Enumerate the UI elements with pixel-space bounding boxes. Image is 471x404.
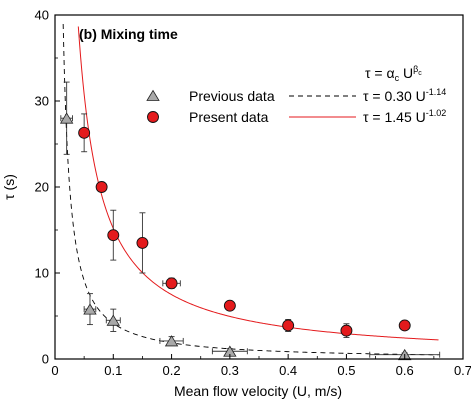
legend-fit-present-exponent: -1.02 [426,108,447,118]
general-formula-lhs: τ = [365,65,387,81]
legend-previous-label: Previous data [189,88,275,104]
previous-data-point [164,335,179,347]
general-formula-alpha-sub: c [395,73,400,83]
y-tick-label: 40 [35,8,49,23]
previous-data-point [83,303,97,315]
present-data-point [282,319,295,332]
x-tick-label: 0 [51,363,58,378]
legend: Previous data τ = 0.30 U-1.14 Present da… [146,87,446,125]
legend-fit-present-base: τ = 1.45 U [363,109,426,125]
fit-curves [62,23,439,356]
x-tick-label: 0.2 [163,363,181,378]
fit-curve-present [77,26,439,341]
panel-title: (b) Mixing time [79,26,178,42]
y-tick-label: 20 [35,180,49,195]
y-tick-label: 0 [42,352,49,367]
present-data-point [340,324,353,337]
axis-ticks: 0 0.1 0.2 0.3 0.4 0.5 0.6 0.7 0 10 20 30 40 [35,8,471,379]
previous-data-point [106,314,120,326]
legend-present-label: Present data [189,109,269,125]
y-axis-title: τ (s) [1,174,17,200]
x-tick-label: 0.3 [221,363,239,378]
legend-fit-present-label: τ = 1.45 U-1.02 [363,108,446,125]
present-data-point [78,126,91,139]
general-formula-alpha: α [387,65,395,81]
present-data-point [95,181,108,193]
legend-fit-previous-exponent: -1.14 [426,87,447,97]
legend-circle-marker [147,111,159,123]
legend-triangle-marker [146,89,160,101]
general-formula: τ = αc Uβc [365,64,422,83]
general-formula-beta-sub: c [418,70,422,77]
data-points [59,112,412,361]
x-tick-label: 0.1 [104,363,122,378]
present-data-point [107,229,120,242]
fit-curve-previous [62,23,439,356]
legend-fit-previous-base: τ = 0.30 U [363,88,426,104]
previous-data-point [59,112,74,124]
x-axis-title: Mean flow velocity (U, m/s) [174,383,342,399]
present-data-point [398,319,411,332]
x-tick-label: 0.5 [337,363,355,378]
present-data-point [136,236,149,249]
x-tick-label: 0.6 [396,363,414,378]
y-tick-label: 30 [35,94,49,109]
legend-fit-previous-label: τ = 0.30 U-1.14 [363,87,446,104]
general-formula-beta: β [413,64,418,74]
x-tick-label: 0.7 [454,363,471,378]
present-data-point [165,277,178,290]
x-tick-label: 0.4 [279,363,297,378]
present-data-point [223,299,236,312]
general-formula-base: U [399,65,413,81]
y-tick-label: 10 [35,266,49,281]
